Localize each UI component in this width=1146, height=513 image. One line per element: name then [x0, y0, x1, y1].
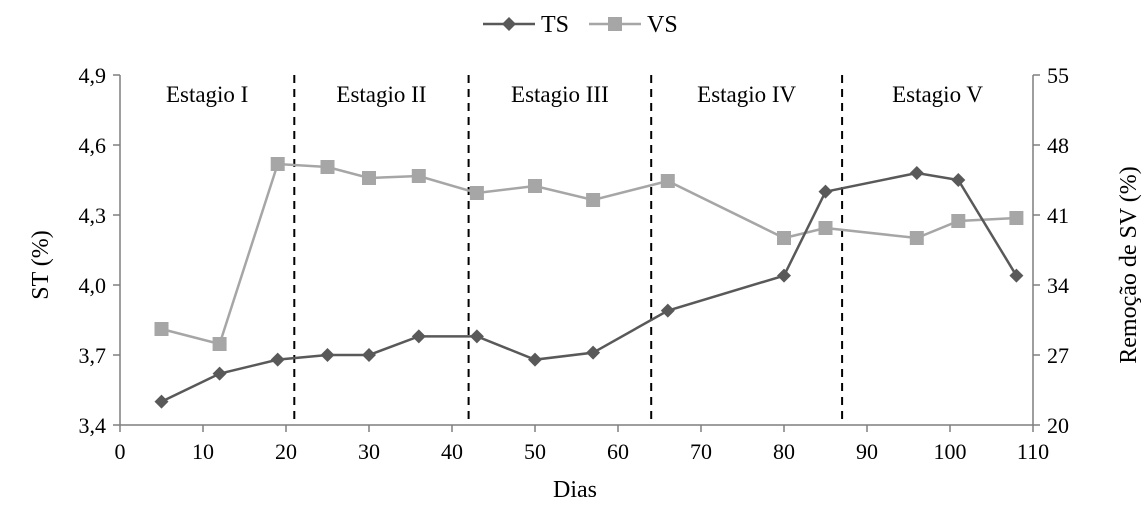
x-tick-label: 110 [1017, 439, 1049, 464]
stage-dividers [293, 75, 844, 425]
data-point-vs [270, 157, 285, 171]
data-point-vs [951, 214, 966, 228]
series-ts [154, 166, 1024, 409]
x-tick-label: 80 [773, 439, 795, 464]
data-point-vs [818, 221, 833, 235]
data-point-vs [1009, 211, 1024, 225]
data-point-vs [777, 231, 791, 245]
series-line-ts [160, 171, 1018, 403]
stage-label: Estagio V [892, 82, 983, 107]
stage-label: Estagio I [166, 82, 248, 107]
data-point-ts [660, 303, 675, 318]
legend-label: VS [647, 12, 678, 38]
data-point-vs [362, 171, 376, 185]
x-tick-label: 0 [115, 439, 126, 464]
data-point-ts [212, 366, 227, 381]
x-tick-label: 90 [856, 439, 878, 464]
data-point-ts [909, 166, 924, 180]
data-point-ts [362, 348, 376, 362]
x-tick-label: 10 [192, 439, 214, 464]
y2-axis-title: Remoção de SV (%) [1116, 166, 1142, 364]
data-point-vs [660, 174, 675, 188]
y2-tick-label: 20 [1047, 413, 1069, 438]
x-tick-label: 60 [607, 439, 629, 464]
data-point-vs [212, 337, 227, 351]
x-tick-label: 50 [524, 439, 546, 464]
data-point-ts [586, 345, 601, 360]
axes: 0 10 20 30 40 50 60 70 80 90 100 110 3,4 3,7 4,0 4,3 4,6… [79, 63, 1070, 464]
x-tick-label: 30 [358, 439, 380, 464]
data-point-ts [154, 394, 169, 409]
x-axis-title: Dias [553, 477, 597, 503]
data-point-vs [154, 322, 169, 336]
y-tick-label: 3,7 [79, 343, 107, 368]
y2-tick-label: 55 [1047, 63, 1069, 88]
y-tick-label: 3,4 [79, 413, 107, 438]
series-layer [154, 157, 1024, 409]
data-point-vs [469, 186, 484, 200]
y2-tick-label: 27 [1047, 343, 1069, 368]
stage-label: Estagio II [336, 82, 426, 107]
data-point-ts [320, 348, 335, 362]
data-point-ts [818, 184, 833, 199]
data-point-ts [528, 352, 542, 367]
x-tick-label: 100 [934, 439, 967, 464]
y-tick-label: 4,3 [79, 203, 107, 228]
legend-marker [608, 17, 622, 31]
y2-tick-label: 48 [1047, 133, 1069, 158]
stage-labels: Estagio I Estagio II Estagio III Estagio IV… [166, 82, 983, 107]
stage-label: Estagio III [511, 82, 609, 107]
x-tick-label: 20 [275, 439, 297, 464]
data-point-vs [320, 160, 335, 174]
y-tick-label: 4,9 [79, 63, 107, 88]
series-line-vs [161, 162, 1017, 346]
data-point-ts [1009, 268, 1024, 283]
y-tick-label: 4,0 [79, 273, 107, 298]
legend-item-ts: TS [483, 12, 569, 38]
legend-item-vs: VS [589, 12, 678, 38]
data-point-ts [411, 329, 426, 344]
data-point-ts [777, 268, 791, 283]
data-point-vs [411, 169, 426, 183]
data-point-ts [469, 329, 484, 344]
legend-marker [502, 17, 516, 31]
y-axis-title: ST (%) [28, 230, 54, 300]
y2-tick-label: 41 [1047, 203, 1069, 228]
y-tick-label: 4,6 [79, 133, 107, 158]
legend-label: TS [541, 12, 569, 38]
data-point-ts [951, 173, 966, 187]
x-tick-label: 70 [690, 439, 712, 464]
legend: TS VS [483, 12, 678, 38]
data-point-vs [586, 193, 601, 207]
x-tick-label: 40 [441, 439, 463, 464]
data-point-vs [909, 231, 924, 245]
data-point-ts [270, 352, 285, 367]
y2-tick-label: 34 [1047, 273, 1069, 298]
stage-label: Estagio IV [697, 82, 796, 107]
series-vs [154, 157, 1024, 351]
data-point-vs [528, 179, 542, 193]
